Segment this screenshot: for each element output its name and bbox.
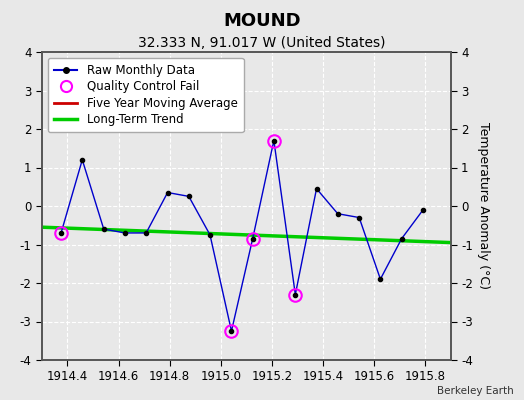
Text: 32.333 N, 91.017 W (United States): 32.333 N, 91.017 W (United States): [138, 36, 386, 50]
Y-axis label: Temperature Anomaly (°C): Temperature Anomaly (°C): [477, 122, 489, 290]
Text: MOUND: MOUND: [223, 12, 301, 30]
Text: Berkeley Earth: Berkeley Earth: [437, 386, 514, 396]
Legend: Raw Monthly Data, Quality Control Fail, Five Year Moving Average, Long-Term Tren: Raw Monthly Data, Quality Control Fail, …: [48, 58, 244, 132]
